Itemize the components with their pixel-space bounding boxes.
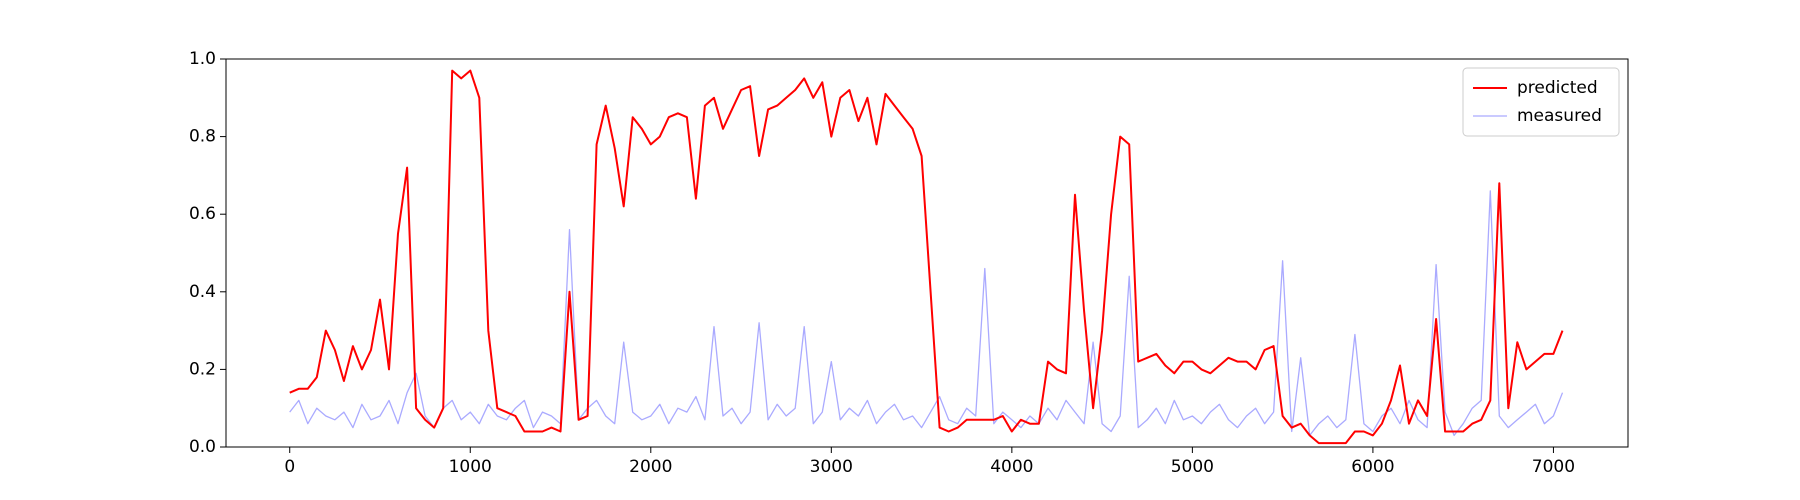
x-tick-label: 5000 (1171, 457, 1214, 477)
y-tick-label: 0.8 (189, 127, 216, 147)
x-tick-label: 2000 (629, 457, 672, 477)
y-tick-label: 1.0 (189, 49, 216, 69)
legend-label: predicted (1517, 78, 1598, 98)
x-tick-label: 1000 (449, 457, 492, 477)
x-tick-label: 7000 (1532, 457, 1575, 477)
y-tick-label: 0.4 (189, 282, 216, 302)
y-tick-label: 0.0 (189, 437, 216, 457)
x-tick-label: 0 (284, 457, 295, 477)
legend-box (1462, 67, 1620, 137)
x-tick-label: 4000 (990, 457, 1033, 477)
legend-label: measured (1517, 106, 1602, 126)
y-tick-label: 0.6 (189, 204, 216, 224)
x-tick-label: 6000 (1351, 457, 1394, 477)
series-line (289, 69, 1564, 445)
y-tick-label: 0.2 (189, 359, 216, 379)
plot-frame (225, 58, 1629, 448)
x-tick-label: 3000 (810, 457, 853, 477)
series-line (289, 190, 1564, 437)
